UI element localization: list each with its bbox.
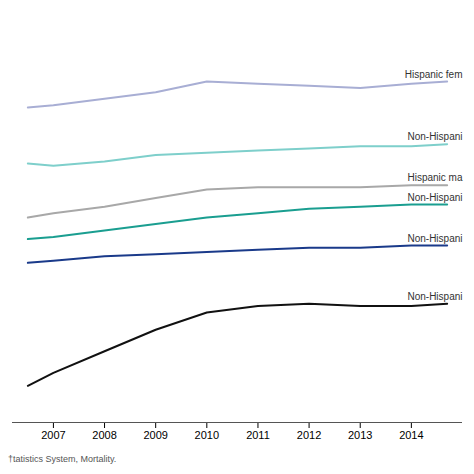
svg-text:2014: 2014 xyxy=(399,429,423,441)
svg-text:Hispanic ma: Hispanic ma xyxy=(407,172,462,183)
svg-text:Hispanic fem: Hispanic fem xyxy=(405,69,463,80)
html-text:†tatistics System, Mortality.: †tatistics System, Mortality. xyxy=(8,454,117,464)
svg-text:2009: 2009 xyxy=(143,429,167,441)
svg-text:2008: 2008 xyxy=(92,429,116,441)
svg-text:2012: 2012 xyxy=(297,429,321,441)
svg-text:Non-Hispani: Non-Hispani xyxy=(407,192,462,203)
svg-text:2013: 2013 xyxy=(348,429,372,441)
svg-text:2011: 2011 xyxy=(246,429,270,441)
svg-text:Non-Hispani: Non-Hispani xyxy=(407,233,462,244)
svg-text:Non-Hispani: Non-Hispani xyxy=(407,291,462,302)
svg-text:2010: 2010 xyxy=(195,429,219,441)
svg-text:Non-Hispani: Non-Hispani xyxy=(407,131,462,142)
svg-text:2007: 2007 xyxy=(41,429,65,441)
